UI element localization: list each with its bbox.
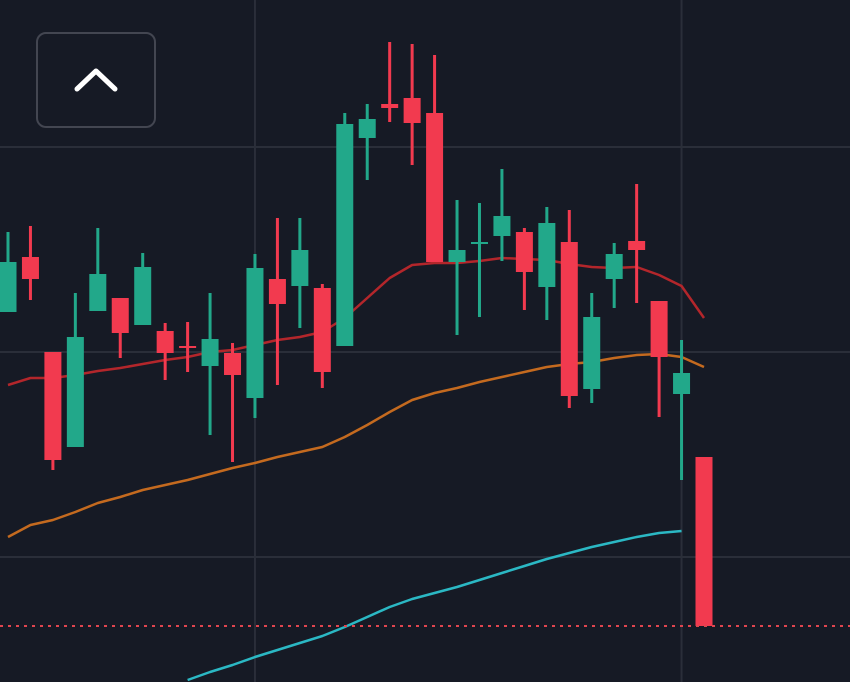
candle-body xyxy=(89,274,107,311)
candle-body xyxy=(695,457,713,626)
candle-body xyxy=(358,119,376,138)
candle-body xyxy=(448,250,466,262)
chevron-up-icon[interactable] xyxy=(74,68,118,92)
candle-body xyxy=(403,98,421,123)
candle-body xyxy=(111,298,129,333)
candle-body xyxy=(336,124,354,346)
candle-body xyxy=(134,267,152,325)
candle-body xyxy=(44,352,62,460)
candle-body xyxy=(493,216,511,236)
candle-body xyxy=(156,331,174,353)
candle-body xyxy=(470,242,488,244)
moving-average-line xyxy=(187,529,682,682)
candle-body xyxy=(201,339,219,366)
candle-body xyxy=(515,232,533,272)
collapse-button[interactable] xyxy=(36,32,156,128)
candle-body xyxy=(224,353,242,375)
candle-body xyxy=(313,288,331,372)
candle-body xyxy=(650,301,668,357)
candle-body xyxy=(0,262,17,312)
candle-body xyxy=(291,250,309,286)
candle-body xyxy=(605,254,623,279)
candles xyxy=(0,42,713,626)
candle-body xyxy=(538,223,556,287)
button-frame[interactable] xyxy=(36,32,156,128)
candle-body xyxy=(66,337,84,447)
candle-body xyxy=(268,279,286,304)
candle-body xyxy=(673,373,691,394)
candle-body xyxy=(246,268,264,398)
candle-body xyxy=(381,104,399,108)
candle-body xyxy=(628,241,646,250)
candle-body xyxy=(583,317,601,389)
candle-body xyxy=(560,242,578,396)
candle-body xyxy=(21,257,39,279)
candle-body xyxy=(179,346,197,348)
moving-average-line xyxy=(7,256,706,387)
candle-body xyxy=(426,113,444,262)
